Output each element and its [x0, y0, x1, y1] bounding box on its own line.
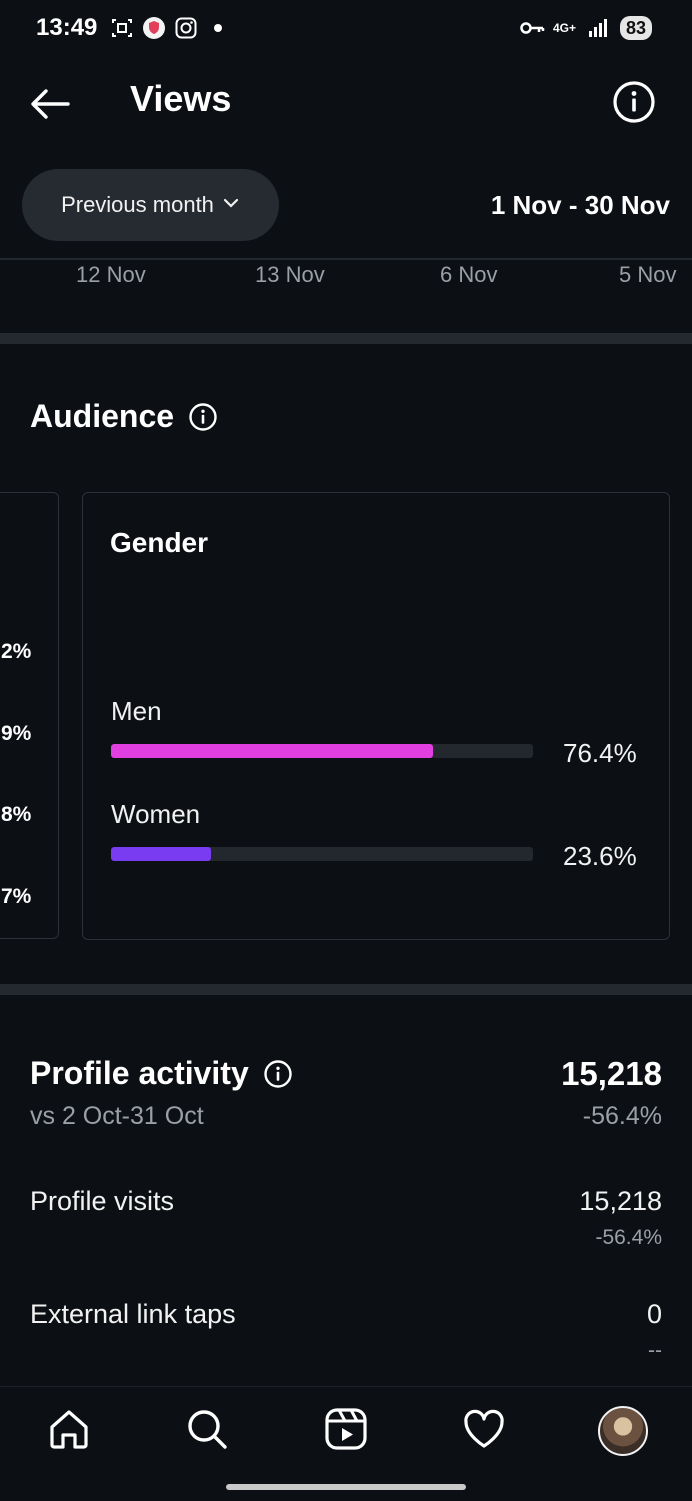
row-change-profile-visits: -56.4%: [595, 1226, 662, 1249]
gender-value-women: 23.6%: [563, 841, 637, 871]
audience-header: Audience: [30, 398, 218, 435]
percentage-label: 9%: [1, 722, 32, 745]
gender-card[interactable]: [82, 492, 670, 940]
home-indicator[interactable]: [226, 1484, 466, 1490]
section-divider: [0, 984, 692, 995]
signal-icon: [586, 16, 610, 40]
profile-avatar: [598, 1406, 648, 1456]
percentage-label: 2%: [1, 640, 32, 663]
gender-bar-fill-women: [111, 847, 211, 861]
status-icons-left: [110, 16, 230, 40]
section-divider: [0, 333, 692, 344]
previous-audience-card[interactable]: 2% 9% 8% 7%: [0, 492, 59, 939]
profile-activity-total: 15,218: [561, 1055, 662, 1092]
period-label: Previous month: [61, 192, 214, 217]
info-icon[interactable]: [188, 402, 218, 432]
profile-activity-change: -56.4%: [582, 1102, 662, 1130]
gender-bar-women: [111, 847, 533, 861]
heart-icon: [461, 1406, 507, 1457]
instagram-icon: [174, 16, 198, 40]
home-icon: [46, 1406, 92, 1457]
nav-profile[interactable]: [597, 1405, 649, 1457]
period-dropdown[interactable]: Previous month: [22, 169, 279, 241]
profile-activity-title: Profile activity: [30, 1055, 249, 1091]
info-icon: [612, 81, 656, 128]
comparison-period: vs 2 Oct-31 Oct: [30, 1102, 204, 1130]
date-range: 1 Nov - 30 Nov: [490, 190, 670, 220]
info-button[interactable]: [612, 80, 656, 124]
bottom-navigation: [0, 1386, 692, 1501]
screenshot-icon: [110, 16, 134, 40]
back-arrow-icon: [26, 89, 74, 132]
gender-label-women: Women: [111, 799, 201, 829]
gender-label-men: Men: [111, 696, 162, 726]
divider: [0, 258, 692, 260]
status-icons-right: 4G+ 83: [519, 16, 652, 40]
percentage-label: 8%: [1, 803, 32, 826]
reels-icon: [323, 1406, 369, 1457]
shield-app-icon: [142, 16, 166, 40]
row-label-external-link-taps: External link taps: [30, 1299, 236, 1329]
gender-bar-fill-men: [111, 744, 434, 758]
back-button[interactable]: [26, 80, 74, 128]
date-tick: 5 Nov: [619, 262, 677, 287]
date-tick: 12 Nov: [76, 262, 146, 287]
gender-value-men: 76.4%: [563, 738, 637, 768]
network-label: 4G+: [552, 21, 576, 35]
battery-indicator: 83: [619, 16, 652, 40]
gender-bar-men: [111, 744, 533, 758]
page-title: Views: [130, 78, 232, 119]
chevron-down-icon: [222, 192, 240, 218]
audience-title: Audience: [30, 398, 175, 434]
dot-icon: [206, 16, 230, 40]
date-tick: 13 Nov: [255, 262, 325, 287]
nav-reels[interactable]: [320, 1405, 372, 1457]
row-value-profile-visits: 15,218: [579, 1186, 662, 1216]
row-change-external-link-taps: --: [648, 1339, 662, 1362]
profile-activity-header: Profile activity: [30, 1055, 293, 1092]
top-dates-row: 12 Nov 13 Nov 6 Nov 5 Nov: [0, 262, 692, 288]
search-icon: [184, 1406, 230, 1457]
info-icon[interactable]: [263, 1059, 293, 1089]
row-label-profile-visits: Profile visits: [30, 1186, 175, 1216]
nav-search[interactable]: [181, 1405, 233, 1457]
date-tick: 6 Nov: [440, 262, 498, 287]
key-icon: [519, 16, 545, 40]
status-time: 13:49: [36, 14, 98, 41]
nav-activity[interactable]: [458, 1405, 510, 1457]
row-value-external-link-taps: 0: [646, 1299, 662, 1329]
percentage-label: 7%: [1, 885, 32, 908]
gender-title: Gender: [110, 527, 209, 558]
nav-home[interactable]: [43, 1405, 95, 1457]
